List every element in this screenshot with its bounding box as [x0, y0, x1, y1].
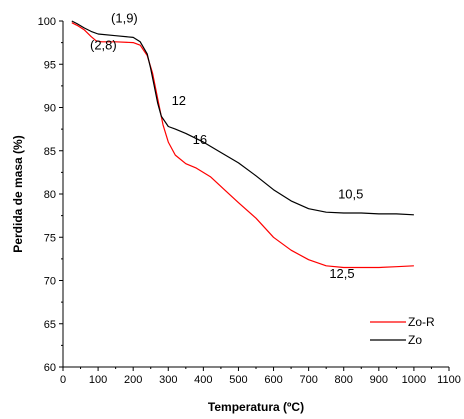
y-tick-label: 60	[44, 362, 56, 374]
annotation-label: 12,5	[329, 266, 354, 281]
series-layer	[71, 20, 414, 269]
y-tick-label: 95	[44, 59, 56, 71]
annotations-layer: (1,9) (2,8) 12 16 10,5 12,5	[90, 11, 363, 281]
series-line-zo-r	[71, 22, 414, 269]
y-tick-label: 80	[44, 189, 56, 201]
series-line-zo	[71, 20, 414, 216]
x-tick-label: 0	[60, 374, 66, 386]
x-tick-label: 400	[194, 374, 212, 386]
annotation-label: (1,9)	[111, 11, 138, 26]
x-tick-label: 100	[89, 374, 107, 386]
legend-label: Zo-R	[408, 315, 435, 329]
annotation-label: 16	[193, 132, 207, 147]
y-tick-label: 90	[44, 103, 56, 115]
annotation-label: 12	[172, 93, 186, 108]
legend: Zo-R Zo	[370, 315, 435, 347]
y-tick-label: 70	[44, 276, 56, 288]
ticks: 0 100 200 300 400 500 600 700 800 900 1000 1100 60 65…	[38, 16, 461, 386]
y-tick-label: 65	[44, 319, 56, 331]
annotation-label: 10,5	[338, 186, 363, 201]
x-tick-label: 300	[159, 374, 177, 386]
y-tick-label: 85	[44, 146, 56, 158]
x-tick-label: 800	[335, 374, 353, 386]
y-axis-title: Perdida de masa (%)	[11, 135, 25, 252]
axes	[62, 21, 449, 368]
x-tick-label: 900	[370, 374, 388, 386]
x-tick-label: 1100	[437, 374, 461, 386]
x-tick-label: 500	[229, 374, 247, 386]
legend-label: Zo	[408, 333, 422, 347]
x-tick-label: 700	[299, 374, 317, 386]
annotation-label: (2,8)	[90, 38, 117, 53]
x-tick-label: 600	[264, 374, 282, 386]
x-tick-label: 200	[124, 374, 142, 386]
y-tick-label: 100	[38, 16, 56, 28]
x-tick-label: 1000	[402, 374, 426, 386]
y-tick-label: 75	[44, 232, 56, 244]
x-axis-title: Temperatura (ºC)	[208, 400, 304, 414]
